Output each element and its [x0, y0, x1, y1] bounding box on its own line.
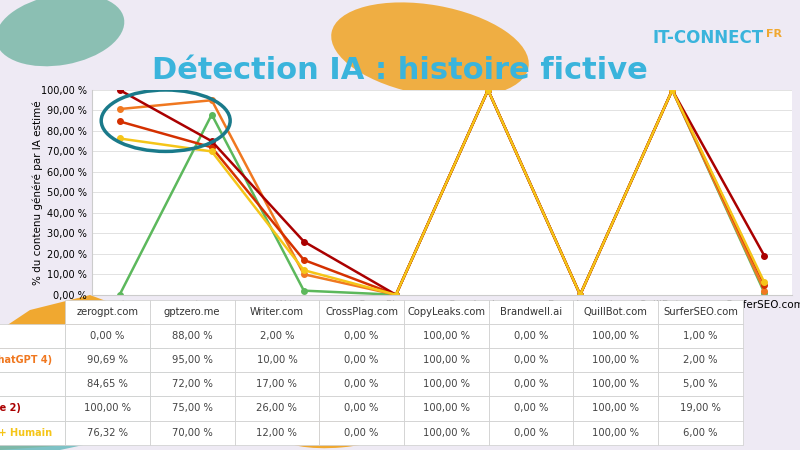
IA (ChatGPT 4)	[115, 119, 125, 124]
Humain	[759, 290, 769, 295]
IA (ChatGPT 4)	[207, 144, 217, 150]
Line: Humain + IA (ChatGPT 4): Humain + IA (ChatGPT 4)	[117, 87, 767, 297]
IA (Mistral Large 2)	[759, 253, 769, 259]
IA (ChatGPT 4) + Humain	[575, 292, 585, 297]
Text: FR: FR	[766, 29, 782, 39]
IA (ChatGPT 4) + Humain	[483, 87, 493, 93]
Humain + IA (ChatGPT 4)	[575, 292, 585, 297]
IA (ChatGPT 4) + Humain	[667, 87, 677, 93]
Humain	[207, 112, 217, 117]
Humain	[299, 288, 309, 293]
Ellipse shape	[331, 2, 529, 98]
IA (Mistral Large 2)	[299, 239, 309, 244]
IA (ChatGPT 4) + Humain	[299, 267, 309, 273]
PathPatch shape	[0, 295, 160, 450]
Text: IT-CONNECT: IT-CONNECT	[653, 29, 764, 47]
IA (Mistral Large 2)	[483, 87, 493, 93]
Humain + IA (ChatGPT 4)	[391, 292, 401, 297]
IA (ChatGPT 4) + Humain	[391, 292, 401, 297]
IA (ChatGPT 4) + Humain	[207, 148, 217, 154]
IA (Mistral Large 2)	[667, 87, 677, 93]
Humain + IA (ChatGPT 4)	[115, 106, 125, 112]
Humain	[391, 292, 401, 297]
Humain	[483, 87, 493, 93]
Humain + IA (ChatGPT 4)	[759, 288, 769, 293]
IA (ChatGPT 4)	[759, 282, 769, 287]
Text: Détection IA : histoire fictive: Détection IA : histoire fictive	[152, 56, 648, 85]
IA (Mistral Large 2)	[391, 292, 401, 297]
IA (ChatGPT 4)	[483, 87, 493, 93]
IA (ChatGPT 4) + Humain	[115, 136, 125, 141]
Humain + IA (ChatGPT 4)	[483, 87, 493, 93]
IA (ChatGPT 4) + Humain	[759, 280, 769, 285]
IA (Mistral Large 2)	[207, 139, 217, 144]
IA (Mistral Large 2)	[115, 87, 125, 93]
Ellipse shape	[280, 412, 400, 448]
IA (ChatGPT 4)	[667, 87, 677, 93]
Humain + IA (ChatGPT 4)	[207, 98, 217, 103]
IA (ChatGPT 4)	[575, 292, 585, 297]
Line: IA (ChatGPT 4): IA (ChatGPT 4)	[117, 87, 767, 297]
Humain	[575, 292, 585, 297]
Line: IA (Mistral Large 2): IA (Mistral Large 2)	[117, 87, 767, 297]
Line: Humain: Humain	[117, 87, 767, 297]
Humain + IA (ChatGPT 4)	[299, 271, 309, 277]
IA (ChatGPT 4)	[299, 257, 309, 263]
Y-axis label: % du contenu généré par IA estimé: % du contenu généré par IA estimé	[33, 100, 43, 285]
PathPatch shape	[0, 320, 180, 450]
IA (Mistral Large 2)	[575, 292, 585, 297]
IA (ChatGPT 4)	[391, 292, 401, 297]
Ellipse shape	[0, 0, 124, 66]
Humain	[667, 87, 677, 93]
Humain + IA (ChatGPT 4)	[667, 87, 677, 93]
Line: IA (ChatGPT 4) + Humain: IA (ChatGPT 4) + Humain	[117, 87, 767, 297]
Humain	[115, 292, 125, 297]
